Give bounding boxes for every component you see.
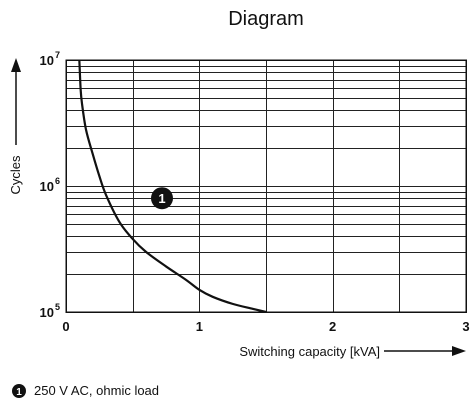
x-tick-label: 1	[196, 319, 203, 334]
y-tick-label: 10 7	[40, 50, 60, 68]
y-tick-base: 10	[40, 53, 54, 68]
grid	[66, 60, 467, 313]
y-axis-label: Cycles	[8, 155, 23, 195]
y-tick-base: 10	[40, 305, 54, 320]
chart-title: Diagram	[228, 8, 304, 30]
y-axis-arrow-head	[11, 58, 21, 72]
legend: 1 250 V AC, ohmic load	[12, 383, 159, 398]
legend-marker-label: 1	[16, 387, 22, 398]
x-axis-label: Switching capacity [kVA]	[239, 344, 380, 359]
y-tick-label: 10 5	[40, 302, 60, 320]
x-axis-arrow-head	[452, 346, 466, 356]
legend-marker-badge	[12, 384, 26, 398]
y-tick-exponent: 5	[55, 302, 60, 312]
series-line	[78, 60, 268, 312]
y-tick-exponent: 7	[55, 50, 60, 60]
y-tick-base: 10	[40, 179, 54, 194]
curve-marker-label: 1	[158, 191, 165, 206]
y-tick-label: 10 6	[40, 176, 60, 194]
legend-item-label: 250 V AC, ohmic load	[34, 383, 159, 398]
x-tick-label: 2	[329, 319, 336, 334]
curve-marker: 1	[151, 187, 173, 210]
x-tick-label: 0	[62, 319, 69, 334]
x-tick-label: 3	[462, 319, 469, 334]
curve-marker-badge	[151, 187, 173, 210]
y-tick-exponent: 6	[55, 176, 60, 186]
